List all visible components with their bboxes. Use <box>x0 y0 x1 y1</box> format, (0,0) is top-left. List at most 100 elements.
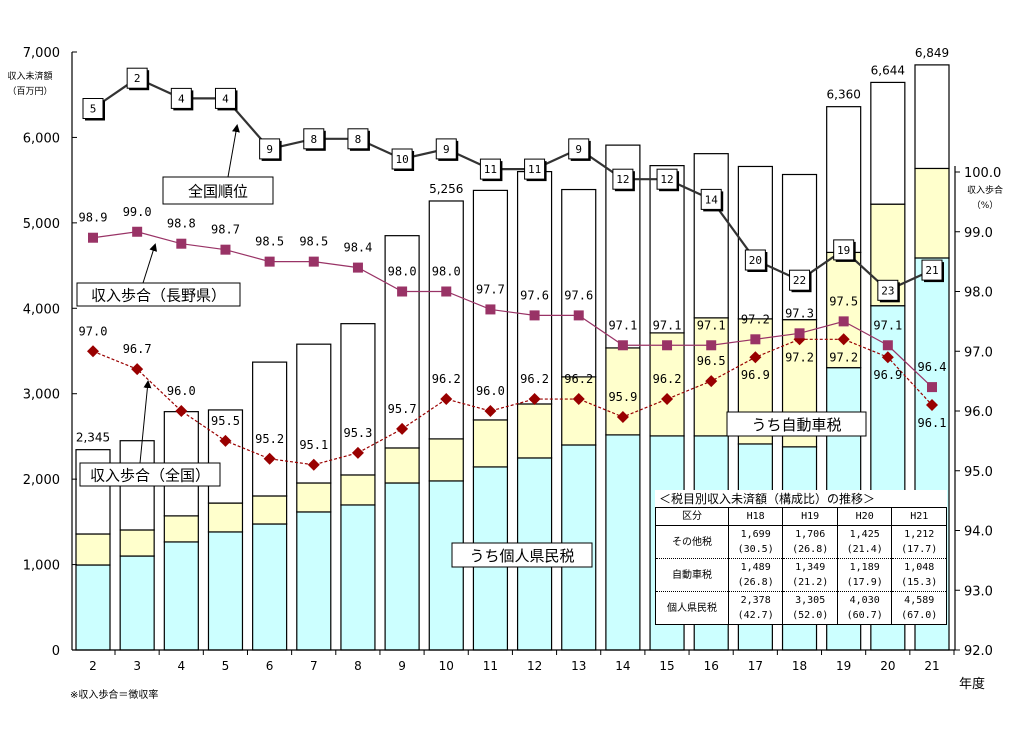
nagano-rate-marker <box>529 310 540 321</box>
bar-segment <box>119 555 155 651</box>
national-rate-marker <box>263 452 276 465</box>
y2-tick-label: 93.0 <box>964 584 993 599</box>
bar-segment <box>472 419 509 468</box>
y2-tick-label: 92.0 <box>964 644 993 659</box>
national-rate-label: 96.1 <box>918 416 947 430</box>
x-tick-label: 19 <box>836 659 851 673</box>
bar-segment <box>75 533 111 566</box>
row-label: 自動車税 <box>655 558 729 592</box>
bar-segment <box>384 482 420 651</box>
nagano-rate-marker <box>794 328 805 339</box>
national-rate-marker <box>396 422 409 435</box>
national-rate-marker <box>484 405 497 417</box>
nagano-rate-marker <box>750 334 761 345</box>
nagano-rate-label: 98.0 <box>388 265 417 279</box>
national-rate-label: 96.0 <box>476 384 505 398</box>
bar-segment <box>119 529 155 557</box>
rank-label: 4 <box>222 92 229 105</box>
bar-segment <box>207 502 244 533</box>
rank-label: 11 <box>484 163 497 176</box>
nagano-rate-label: 97.2 <box>741 312 770 326</box>
table-cell: 2,378 (42.7) <box>727 591 783 625</box>
x-tick-label: 11 <box>483 659 498 673</box>
national-rate-label: 96.2 <box>520 372 549 386</box>
bar-segment <box>693 153 729 319</box>
x-tick-label: 6 <box>266 659 274 673</box>
rank-marker <box>568 138 590 160</box>
nagano-rate-marker <box>352 262 363 273</box>
table-header-row: 区分 H18 H19 H20 H21 <box>655 507 947 526</box>
bar-segment <box>163 515 199 543</box>
table-cell: 1,489 (26.8) <box>727 558 783 592</box>
national-rate-marker <box>87 345 99 358</box>
nagano-rate-callout-label: 収入歩合（長野県） <box>91 287 226 305</box>
rank-marker <box>700 188 722 210</box>
x-tick-label: 12 <box>527 659 542 673</box>
y2-tick-label: 94.0 <box>964 525 993 540</box>
x-tick-label: 7 <box>310 659 318 673</box>
rank-label: 11 <box>528 163 541 176</box>
rank-marker <box>921 259 943 281</box>
national-rate-marker <box>351 446 364 459</box>
nagano-rate-label: 98.9 <box>79 211 108 225</box>
nagano-rate-marker <box>264 256 275 267</box>
national-rate-marker <box>219 434 232 447</box>
y2-tick-label: 98.0 <box>964 286 993 301</box>
rank-label: 9 <box>266 143 273 156</box>
rank-callout-box <box>162 176 274 205</box>
rank-marker <box>170 87 192 109</box>
x-tick-label: 3 <box>133 659 141 673</box>
y2-tick-label: 97.0 <box>964 345 993 360</box>
table-cell: 4,030 (60.7) <box>836 591 892 625</box>
x-tick-label: 5 <box>222 659 230 673</box>
total-label: 6,644 <box>871 63 905 77</box>
rank-marker <box>347 128 369 150</box>
bar-segment <box>914 167 950 259</box>
bar-segment <box>163 541 199 651</box>
individual-tax-callout-label: うち個人県民税 <box>469 547 574 565</box>
table-cell: 1,699 (30.5) <box>727 525 783 559</box>
x-axis-label: 年度 <box>959 676 985 692</box>
individual-tax-callout-box <box>451 542 593 568</box>
rank-marker <box>435 138 457 160</box>
y-tick-label: 7,000 <box>23 46 60 61</box>
bar-segment <box>516 403 553 459</box>
y2-tick-label: 96.0 <box>964 405 993 420</box>
national-rate-label: 95.7 <box>388 402 417 416</box>
bar-segment <box>207 409 244 504</box>
national-rate-label: 95.9 <box>608 390 637 404</box>
total-label: 5,256 <box>429 182 463 196</box>
national-rate-line <box>92 338 933 466</box>
national-rate-label: 96.5 <box>697 354 726 368</box>
national-rate-marker <box>616 410 629 423</box>
footnote: ※収入歩合＝徴収率 <box>70 688 158 701</box>
rank-marker <box>524 158 546 180</box>
nagano-rate-label: 97.5 <box>829 294 858 308</box>
national-rate-label: 95.2 <box>255 432 284 446</box>
rank-label: 20 <box>749 254 762 267</box>
y2-axis-label: 収入歩合 <box>967 184 1003 196</box>
nagano-rate-marker <box>441 286 452 297</box>
bar-segment <box>296 511 332 651</box>
bar-segment <box>605 434 641 651</box>
rank-label: 9 <box>443 143 450 156</box>
rank-marker <box>303 128 325 150</box>
bar-segment <box>561 188 597 378</box>
rank-marker <box>479 158 501 180</box>
nagano-rate-label: 97.6 <box>520 288 549 302</box>
nagano-rate-marker <box>132 226 143 237</box>
row-label: 個人県民税 <box>655 591 729 625</box>
national-rate-label: 97.2 <box>829 350 858 364</box>
bar-segment <box>826 106 862 254</box>
y2-tick-label: 99.0 <box>964 226 993 241</box>
rank-marker <box>214 87 236 109</box>
bar-segment <box>207 531 244 651</box>
table-cell: 1,425 (21.4) <box>836 525 892 559</box>
y-tick-label: 0 <box>52 644 60 659</box>
nagano-rate-marker <box>485 304 496 315</box>
rank-label: 14 <box>705 193 719 206</box>
rank-marker <box>656 168 678 190</box>
nagano-rate-label: 98.5 <box>299 235 328 249</box>
x-tick-label: 21 <box>924 659 939 673</box>
